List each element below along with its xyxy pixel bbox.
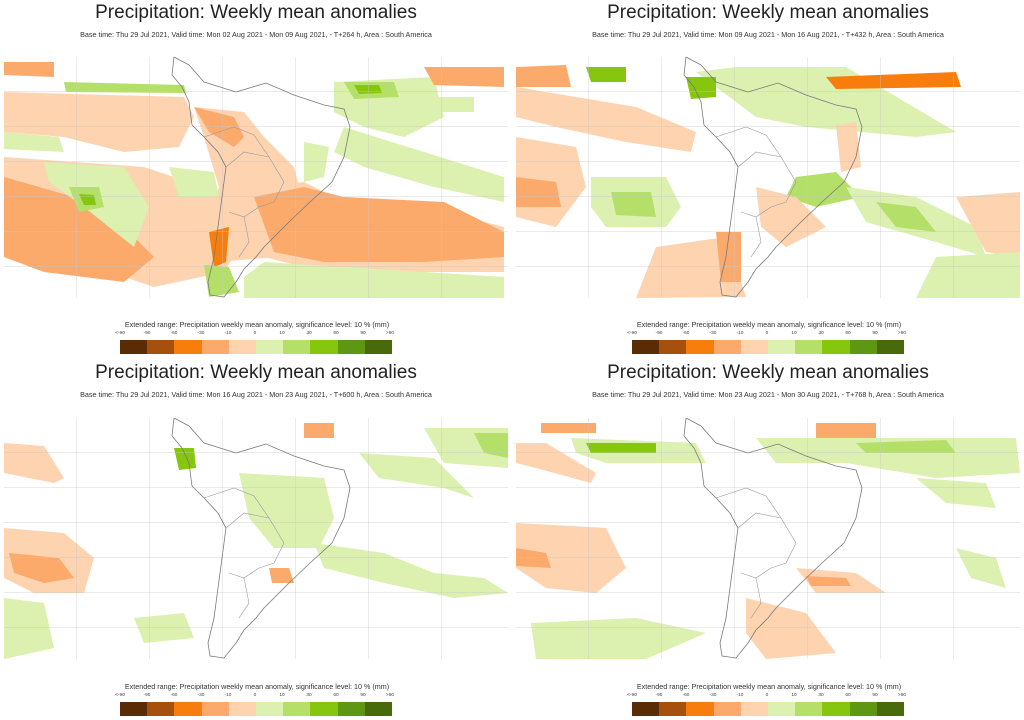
anomaly-map (516, 418, 1020, 659)
tick-label: <-90 (115, 331, 125, 336)
tick-label: >90 (385, 331, 395, 336)
tick-label: <-90 (627, 331, 637, 336)
chart-title: Precipitation: Weekly mean anomalies (95, 2, 417, 23)
tick-label: 90 (360, 331, 366, 336)
tick-label: 0 (253, 693, 257, 698)
anomaly-map (4, 418, 508, 659)
tick-label: >90 (897, 693, 907, 698)
tick-label: -60 (682, 331, 690, 336)
tick-label: 0 (765, 693, 769, 698)
tick-label: 60 (845, 331, 851, 336)
chart-title: Precipitation: Weekly mean anomalies (607, 2, 929, 23)
colorbar-caption: Extended range: Precipitation weekly mea… (124, 320, 390, 329)
chart-title: Precipitation: Weekly mean anomalies (607, 362, 929, 383)
tick-label: 10 (791, 693, 797, 698)
tick-label: <-90 (627, 693, 637, 698)
tick-label: -30 (709, 693, 717, 698)
tick-label: 30 (818, 331, 824, 336)
tick-label: 10 (279, 693, 285, 698)
tick-label: 60 (333, 331, 339, 336)
tick-label: -10 (224, 331, 232, 336)
panel-week2: Precipitation: Weekly mean anomalies Bas… (512, 0, 1024, 360)
tick-label: 90 (872, 331, 878, 336)
tick-label: -90 (143, 693, 151, 698)
tick-label: -30 (709, 331, 717, 336)
anomaly-map (516, 57, 1020, 298)
colorbar (120, 702, 393, 716)
panel-week4: Precipitation: Weekly mean anomalies Bas… (512, 360, 1024, 720)
colorbar-caption: Extended range: Precipitation weekly mea… (124, 682, 390, 691)
tick-label: 90 (360, 693, 366, 698)
tick-label: -90 (143, 331, 151, 336)
panel-week3: Precipitation: Weekly mean anomalies Bas… (0, 360, 512, 720)
colorbar-caption: Extended range: Precipitation weekly mea… (636, 320, 902, 329)
tick-label: -90 (655, 331, 663, 336)
chart-title: Precipitation: Weekly mean anomalies (95, 362, 417, 383)
tick-label: 0 (765, 331, 769, 336)
tick-label: 30 (306, 693, 312, 698)
tick-label: -90 (655, 693, 663, 698)
colorbar (632, 340, 905, 354)
tick-label: 60 (333, 693, 339, 698)
colorbar-legend: Extended range: Precipitation weekly mea… (627, 320, 908, 354)
tick-label: 30 (818, 693, 824, 698)
colorbar-caption: Extended range: Precipitation weekly mea… (636, 682, 902, 691)
colorbar-legend: Extended range: Precipitation weekly mea… (115, 682, 396, 716)
tick-label: -10 (736, 693, 744, 698)
colorbar (120, 340, 393, 354)
tick-label: 0 (253, 331, 257, 336)
tick-label: -10 (224, 693, 232, 698)
tick-label: -60 (682, 693, 690, 698)
tick-label: 90 (872, 693, 878, 698)
tick-label: -30 (197, 331, 205, 336)
colorbar-legend: Extended range: Precipitation weekly mea… (627, 682, 908, 716)
tick-label: >90 (385, 693, 395, 698)
chart-subtitle: Base time: Thu 29 Jul 2021, Valid time: … (592, 390, 944, 399)
tick-label: -60 (170, 693, 178, 698)
colorbar-legend: Extended range: Precipitation weekly mea… (115, 320, 396, 354)
colorbar-ticks: <-90 -90 -60 -30 -10 0 10 30 60 90 >90 (115, 693, 396, 702)
tick-label: 10 (279, 331, 285, 336)
colorbar (632, 702, 905, 716)
chart-subtitle: Base time: Thu 29 Jul 2021, Valid time: … (592, 30, 944, 39)
tick-label: -10 (736, 331, 744, 336)
tick-label: -60 (170, 331, 178, 336)
colorbar-ticks: <-90 -90 -60 -30 -10 0 10 30 60 90 >90 (115, 331, 396, 340)
tick-label: <-90 (115, 693, 125, 698)
anomaly-map (4, 57, 508, 298)
colorbar-ticks: <-90 -90 -60 -30 -10 0 10 30 60 90 >90 (627, 331, 908, 340)
chart-subtitle: Base time: Thu 29 Jul 2021, Valid time: … (80, 30, 432, 39)
tick-label: 10 (791, 331, 797, 336)
tick-label: >90 (897, 331, 907, 336)
tick-label: 30 (306, 331, 312, 336)
tick-label: 60 (845, 693, 851, 698)
panel-week1: Precipitation: Weekly mean anomalies Bas… (0, 0, 512, 360)
colorbar-ticks: <-90 -90 -60 -30 -10 0 10 30 60 90 >90 (627, 693, 908, 702)
tick-label: -30 (197, 693, 205, 698)
chart-subtitle: Base time: Thu 29 Jul 2021, Valid time: … (80, 390, 432, 399)
